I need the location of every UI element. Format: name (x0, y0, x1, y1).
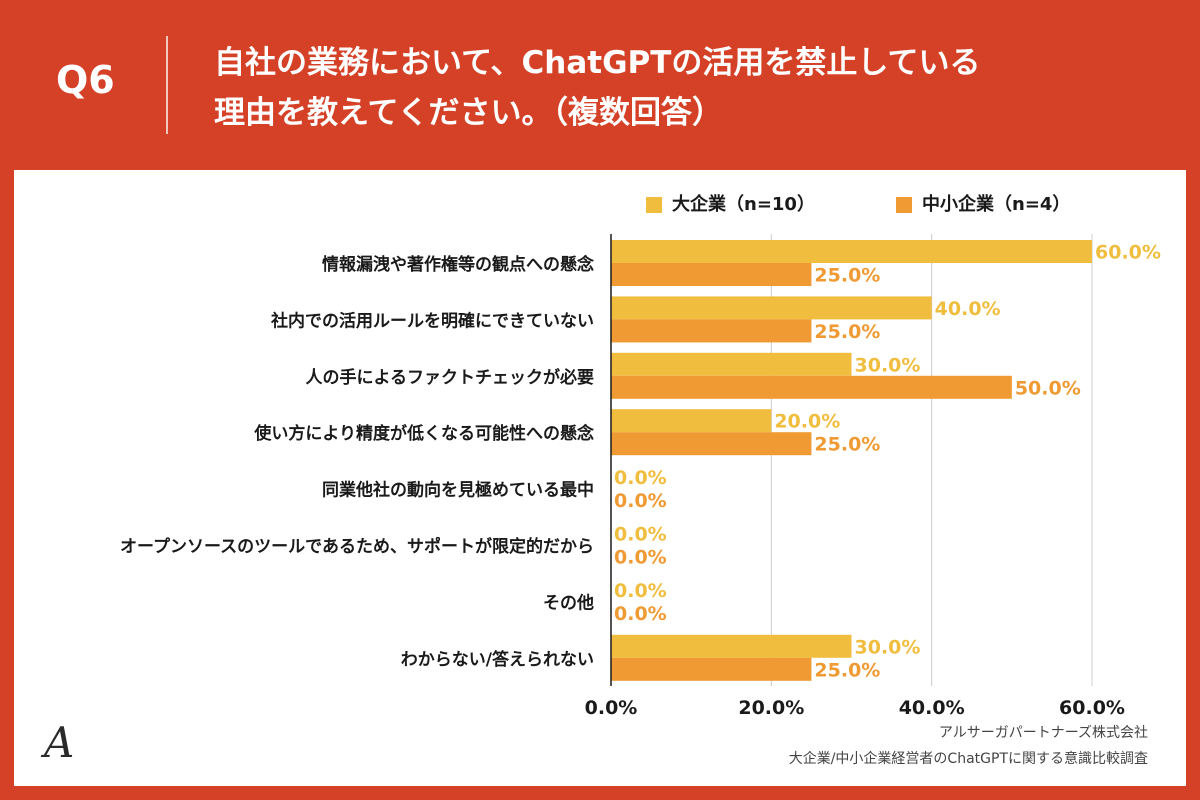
value-label: 25.0% (814, 434, 880, 456)
value-label: 50.0% (1015, 377, 1081, 399)
x-tick-label: 60.0% (1059, 697, 1125, 719)
x-tick-label: 40.0% (899, 697, 965, 719)
bar (611, 263, 812, 286)
value-label: 0.0% (614, 603, 667, 625)
category-label: 情報漏洩や著作権等の観点への懸念 (322, 254, 594, 275)
category-label: わからない/答えられない (401, 649, 594, 670)
x-tick-label: 20.0% (738, 697, 804, 719)
bar (611, 634, 852, 658)
category-label: その他 (543, 592, 594, 613)
category-label: オープンソースのツールであるため、サポートが限定的だから (120, 536, 594, 557)
legend-label-small: 中小企業（n=4） (922, 194, 1071, 215)
value-label: 25.0% (814, 659, 880, 681)
x-tick-label: 0.0% (585, 697, 638, 719)
company-logo: A (44, 718, 75, 767)
value-label: 0.0% (614, 524, 667, 546)
question-title-line-1: 自社の業務において、ChatGPTの活用を禁止している (214, 45, 981, 81)
footer-company: アルサーガパートナーズ株式会社 (938, 725, 1148, 741)
value-label: 0.0% (614, 467, 667, 489)
bar (611, 432, 812, 456)
value-label: 0.0% (614, 580, 667, 602)
legend-label-large: 大企業（n=10） (672, 194, 815, 215)
header: Q6 自社の業務において、ChatGPTの活用を禁止している 理由を教えてくださ… (0, 0, 1200, 170)
bar (611, 319, 812, 343)
footer-survey: 大企業/中小企業経営者のChatGPTに関する意識比較調査 (788, 751, 1148, 767)
bar (611, 657, 812, 681)
header-divider (166, 36, 168, 134)
category-label: 人の手によるファクトチェックが必要 (306, 367, 595, 388)
value-label: 25.0% (814, 265, 880, 287)
bar (611, 375, 1012, 399)
bar (611, 352, 852, 376)
question-title: 自社の業務において、ChatGPTの活用を禁止している 理由を教えてください。（… (214, 38, 1174, 138)
category-label: 同業他社の動向を見極めている最中 (322, 480, 594, 501)
value-label: 60.0% (1095, 242, 1161, 264)
category-label: 使い方により精度が低くなる可能性への懸念 (253, 423, 594, 444)
question-number: Q6 (56, 58, 115, 102)
question-title-line-2: 理由を教えてください。（複数回答） (214, 95, 724, 131)
value-label: 0.0% (614, 490, 667, 512)
legend-swatch-small (896, 197, 912, 213)
chart-panel: 大企業（n=10） 中小企業（n=4） 60.0% 25.0% 情報漏洩や著作権等の… (14, 170, 1186, 786)
bar (611, 296, 932, 320)
legend-swatch-large (646, 197, 662, 213)
bar-chart: 60.0% 25.0% 情報漏洩や著作権等の観点への懸念 40.0% 25.0% 社内での… (120, 234, 1161, 719)
category-label: 社内での活用ルールを明確にできていない (270, 310, 594, 331)
value-label: 25.0% (814, 321, 880, 343)
bar (611, 409, 772, 433)
value-label: 0.0% (614, 547, 667, 569)
value-label: 40.0% (935, 298, 1001, 320)
value-label: 20.0% (774, 411, 840, 433)
bar (611, 240, 1092, 263)
value-label: 30.0% (855, 636, 921, 658)
value-label: 30.0% (855, 354, 921, 376)
